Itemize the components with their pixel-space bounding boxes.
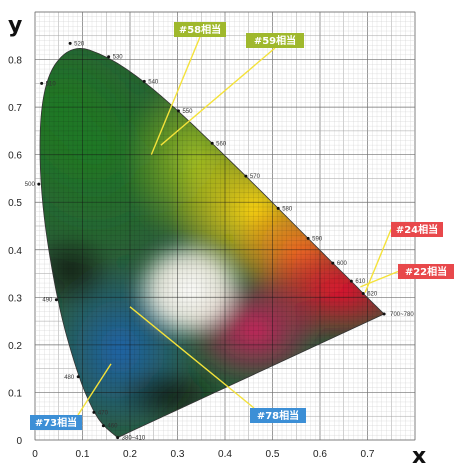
y-tick-label: 0.2 [8,341,22,352]
wavelength-markers: 380~410 460 470 480 490 500 510 520 530 540 550 560… [25,41,415,441]
wavelength-dot [276,206,280,210]
wavelength-dot [101,424,105,428]
x-tick-label: 0.1 [76,449,90,460]
wavelength-dot [361,292,365,296]
callout-label: #78相当 [257,409,299,422]
y-tick-label: 0.7 [8,103,22,114]
wavelength-dot [68,41,72,45]
wavelength-dot [306,236,310,240]
wavelength-label: 560 [216,141,227,147]
callout-label: #58相当 [179,23,221,36]
callout-badge: #78相当 [250,408,306,423]
callout-badge-bg [30,415,82,430]
x-tick-label: 0.4 [218,449,232,460]
wavelength-dot [107,55,111,59]
wavelength-label: 380~410 [122,436,146,442]
callout-label: #24相当 [396,223,438,236]
wavelength-label: 510 [46,81,57,87]
callout-leader-line [129,306,255,409]
wavelength-label: 570 [250,174,261,180]
wavelength-label: 540 [148,79,159,85]
callout-labels: #58相当 #59相当 #24相当 #22相当 #78相当 #73相当 [30,22,454,430]
callout-leader-line [160,47,276,146]
wavelength-label: 550 [182,109,193,115]
wavelength-dot [37,182,41,186]
wavelength-dot [116,436,120,440]
x-tick-label: 0.6 [313,449,327,460]
wavelength-label: 470 [98,410,109,416]
x-tick-label: 0 [32,449,38,460]
wavelength-label: 460 [107,424,118,430]
callout-badge-bg [391,222,443,237]
callout-leader-line [360,270,399,288]
x-tick-label: 0.2 [123,449,137,460]
callout-leaders [77,36,399,416]
wavelength-dot [382,312,386,316]
x-tick-label: 0.3 [171,449,185,460]
wavelength-dot [331,261,335,265]
wavelength-dot [244,174,248,178]
x-tick-label: 0.7 [361,449,375,460]
y-tick-label: 0.4 [8,246,22,257]
wavelength-label: 520 [74,41,85,47]
callout-leader-line [364,229,392,293]
y-tick-label: 0.1 [8,388,22,399]
callout-leader-line [150,36,201,155]
x-axis-ticks: 0 0.1 0.2 0.3 0.4 0.5 0.6 0.7 [32,449,375,460]
y-axis-ticks: 0 0.1 0.2 0.3 0.4 0.5 0.6 0.7 0.8 [8,56,22,447]
y-tick-label: 0.3 [8,293,22,304]
callout-label: #73相当 [35,416,77,429]
callout-badge: #58相当 [174,22,226,37]
wavelength-label: 620 [367,292,378,298]
callout-leader-line [77,363,112,416]
wavelength-label: 500 [25,182,36,188]
wavelength-dot [40,81,44,85]
callout-badge: #73相当 [30,415,82,430]
callout-badge-bg [174,22,226,37]
wavelength-dot [210,141,214,145]
wavelength-label: 700~780 [390,312,414,318]
x-tick-label: 0.5 [266,449,280,460]
wavelength-label: 590 [312,236,323,242]
callout-label: #22相当 [405,265,447,278]
y-tick-label: 0.5 [8,198,22,209]
wavelength-dot [76,375,80,379]
wavelength-label: 480 [64,375,75,381]
callout-badge-bg [246,33,304,48]
callout-badge: #24相当 [391,222,443,237]
wavelength-dot [176,109,180,113]
y-tick-label: 0.6 [8,151,22,162]
spectral-locus-outline [39,47,385,439]
wavelength-label: 580 [282,206,293,212]
wavelength-dot [349,279,353,283]
callout-badge: #59相当 [246,33,304,48]
wavelength-label: 530 [113,55,124,61]
y-tick-label: 0 [16,436,22,447]
wavelength-dot [54,298,58,302]
x-axis-title: x [412,444,426,466]
y-axis-title: y [8,13,22,38]
y-tick-label: 0.8 [8,56,22,67]
callout-badge: #22相当 [398,264,454,279]
callout-badge-bg [250,408,306,423]
wavelength-dot [92,410,96,414]
callout-badge-bg [398,264,454,279]
wavelength-label: 600 [337,261,348,267]
wavelength-dot [142,79,146,83]
wavelength-label: 610 [355,279,366,285]
callout-label: #59相当 [254,34,296,47]
wavelength-label: 490 [42,298,53,304]
